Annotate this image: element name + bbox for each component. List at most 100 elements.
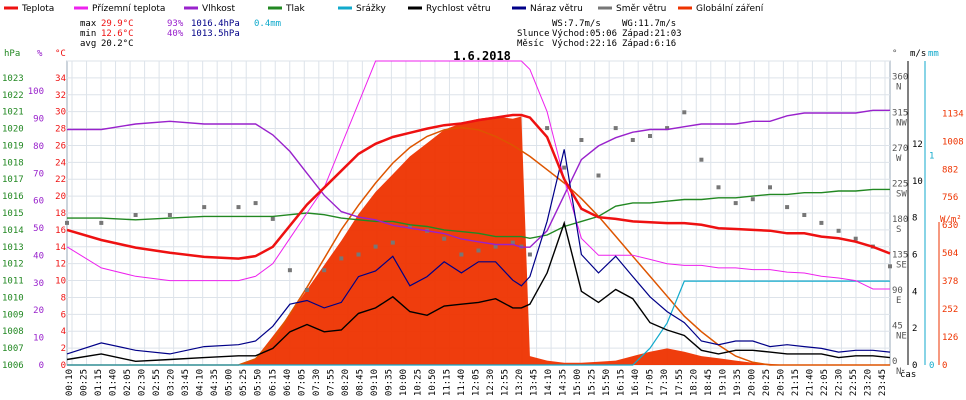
celsius-tick-label: 22 xyxy=(55,175,66,185)
compass-tick-label: W xyxy=(896,154,902,164)
wind-direction-point xyxy=(888,264,892,269)
x-tick-label: 02:05 xyxy=(123,369,133,396)
stat-value: 20.2°C xyxy=(101,39,134,49)
hpa-tick-label: 1015 xyxy=(2,209,24,219)
hpa-tick-label: 1021 xyxy=(2,108,24,118)
wind-direction-point xyxy=(65,220,69,225)
wind-direction-point xyxy=(768,185,772,190)
wind-direction-point xyxy=(287,268,292,273)
celsius-tick-label: 34 xyxy=(55,74,66,84)
celsius-tick-label: 30 xyxy=(55,108,66,118)
wind-speed-max: WS:7.7m/s xyxy=(552,19,601,29)
sunrise: Východ:05:06 xyxy=(552,29,617,39)
ms-tick-label: 6 xyxy=(912,251,917,261)
direction-tick-label: 135 xyxy=(892,250,908,260)
wind-direction-point xyxy=(459,252,464,257)
x-axis-label: čas xyxy=(900,369,916,380)
hpa-tick-label: 1006 xyxy=(2,361,24,371)
x-tick-label: 13:20 xyxy=(515,369,525,396)
stat-value: 93% xyxy=(167,19,184,29)
x-tick-label: 07:55 xyxy=(326,369,336,396)
celsius-tick-label: 14 xyxy=(55,243,66,253)
stat-value: 40% xyxy=(167,29,184,39)
wind-gust-max: WG:11.7m/s xyxy=(622,19,676,29)
wind-direction-point xyxy=(545,126,550,131)
hpa-tick-label: 1023 xyxy=(2,74,24,84)
direction-tick-label: 45 xyxy=(892,322,903,332)
x-tick-label: 19:10 xyxy=(718,369,728,396)
x-tick-label: 23:45 xyxy=(878,369,888,396)
direction-tick-label: 225 xyxy=(892,179,908,189)
ms-tick-label: 2 xyxy=(912,324,917,334)
x-tick-label: 20:50 xyxy=(776,369,786,396)
x-tick-label: 10:25 xyxy=(413,369,423,396)
x-tick-label: 11:40 xyxy=(457,369,467,396)
x-tick-label: 03:45 xyxy=(181,369,191,396)
direction-tick-label: 0 xyxy=(892,357,897,367)
series-line xyxy=(66,149,891,355)
hpa-tick-label: 1012 xyxy=(2,260,24,270)
wind-direction-point xyxy=(339,256,344,261)
x-tick-label: 05:25 xyxy=(239,369,249,396)
x-tick-label: 23:20 xyxy=(864,369,874,396)
x-tick-label: 10:50 xyxy=(428,369,438,396)
stat-value: avg xyxy=(80,39,96,49)
chart-title: 1.6.2018 xyxy=(453,49,511,63)
wm2-tick-label: 1134 xyxy=(942,109,964,119)
celsius-tick-label: 10 xyxy=(55,277,66,287)
series-line xyxy=(67,188,890,240)
legend-label: Srážky xyxy=(356,4,387,14)
stat-value: min xyxy=(80,29,96,39)
compass-tick-label: E xyxy=(896,296,901,306)
wind-direction-point xyxy=(407,224,412,229)
series-global-radiation-area xyxy=(67,116,890,365)
ms-tick-label: 12 xyxy=(912,140,923,150)
x-tick-label: 19:35 xyxy=(733,369,743,396)
series-line xyxy=(67,280,890,366)
axis-unit-degree: ° xyxy=(892,49,897,59)
stat-value: 0.4mm xyxy=(254,19,281,29)
celsius-tick-label: 24 xyxy=(55,158,66,168)
hpa-tick-label: 1022 xyxy=(2,91,24,101)
x-tick-label: 07:30 xyxy=(312,369,322,396)
compass-tick-label: N xyxy=(896,83,901,93)
wind-direction-point xyxy=(562,165,567,170)
moonrise: Východ:22:16 xyxy=(552,39,617,49)
direction-tick-label: 315 xyxy=(892,108,908,118)
x-tick-label: 17:05 xyxy=(646,369,656,396)
axis-unit-percent: % xyxy=(37,49,43,59)
x-tick-label: 18:45 xyxy=(704,369,714,396)
wm2-tick-label: 0 xyxy=(942,361,947,371)
axis-unit-celsius: °C xyxy=(55,49,66,59)
direction-tick-label: 360 xyxy=(892,73,908,83)
legend-label: Rychlost větru xyxy=(426,4,491,14)
ms-tick-label: 0 xyxy=(912,361,917,371)
wind-direction-point xyxy=(133,213,138,217)
stats-block: max 29.9°C 93% 1016.4hPa 0.4mm min 12.6°C 40% 10… xyxy=(80,19,682,49)
x-tick-label: 05:00 xyxy=(225,369,235,396)
percent-tick-label: 50 xyxy=(33,224,44,234)
wind-direction-point xyxy=(356,252,361,257)
series-line xyxy=(66,220,891,363)
x-tick-label: 18:20 xyxy=(689,369,699,396)
x-tick-label: 03:20 xyxy=(167,369,177,396)
legend: Teplota Přízemní teplota Vlhkost Tlak Srážky… xyxy=(4,4,764,14)
x-tick-label: 12:55 xyxy=(501,369,511,396)
wind-direction-point xyxy=(510,240,515,245)
axis-unit-wm2: W/m² xyxy=(940,215,962,225)
stat-value: 29.9°C xyxy=(101,19,134,29)
hpa-tick-label: 1017 xyxy=(2,175,24,185)
x-tick-label: 12:30 xyxy=(486,369,496,396)
wm2-tick-label: 1008 xyxy=(942,137,964,147)
series-line xyxy=(66,113,891,260)
x-tick-label: 10:00 xyxy=(399,369,409,396)
wind-direction-point xyxy=(202,205,207,210)
x-tick-label: 21:40 xyxy=(805,369,815,396)
x-tick-label: 21:15 xyxy=(791,369,801,396)
celsius-tick-label: 6 xyxy=(61,310,66,320)
legend-label: Náraz větru xyxy=(530,4,583,14)
legend-label: Směr větru xyxy=(616,4,666,14)
wind-direction-point xyxy=(390,240,395,245)
wind-direction-point xyxy=(596,173,601,178)
